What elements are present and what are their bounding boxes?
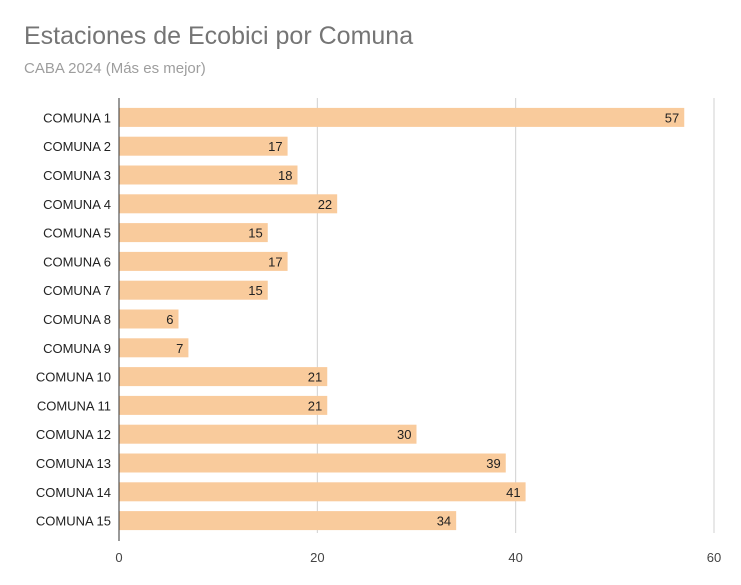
chart-title: Estaciones de Ecobici por Comuna [24, 22, 414, 50]
data-label: 7 [176, 341, 183, 356]
data-label: 39 [486, 456, 500, 471]
category-label: COMUNA 10 [36, 370, 111, 385]
chart-subtitle: CABA 2024 (Más es mejor) [24, 60, 206, 77]
data-label: 21 [308, 398, 322, 413]
bar [119, 367, 328, 387]
category-label: COMUNA 4 [43, 197, 111, 212]
category-label: COMUNA 13 [36, 456, 111, 471]
x-tick-label: 60 [707, 550, 721, 565]
x-tick-label: 40 [508, 550, 522, 565]
bar [119, 280, 268, 300]
category-label: COMUNA 15 [36, 514, 111, 529]
category-label: COMUNA 1 [43, 110, 111, 125]
data-label: 21 [308, 370, 322, 385]
category-label: COMUNA 5 [43, 226, 111, 241]
category-label: COMUNA 11 [37, 398, 111, 413]
bar [119, 194, 338, 214]
bar [119, 136, 288, 156]
x-tick-label: 0 [115, 550, 122, 565]
data-label: 34 [437, 514, 451, 529]
data-label: 15 [248, 226, 262, 241]
data-label: 30 [397, 427, 411, 442]
category-label: COMUNA 12 [36, 427, 111, 442]
bar [119, 338, 189, 358]
data-label: 41 [506, 485, 520, 500]
bar [119, 223, 268, 243]
bars: 57 17 18 22 15 17 15 67 21 21 30 39 41 34 [119, 107, 685, 531]
data-label: 17 [268, 139, 282, 154]
bar [119, 251, 288, 271]
bar [119, 165, 298, 185]
bar [119, 395, 328, 415]
bar [119, 107, 685, 127]
category-label: COMUNA 14 [36, 485, 111, 500]
data-label: 6 [166, 312, 173, 327]
bar [119, 309, 179, 329]
data-label: 15 [248, 283, 262, 298]
data-label: 17 [268, 254, 282, 269]
category-label: COMUNA 7 [43, 283, 111, 298]
category-label: COMUNA 8 [43, 312, 111, 327]
bar [119, 424, 417, 444]
x-tick-label: 20 [310, 550, 324, 565]
bar [119, 511, 457, 531]
bar [119, 453, 506, 473]
category-label: COMUNA 9 [43, 341, 111, 356]
data-label: 22 [318, 197, 332, 212]
category-label: COMUNA 3 [43, 168, 111, 183]
category-labels: COMUNA 1 COMUNA 2 COMUNA 3 COMUNA 4 COMUNA 5… [36, 110, 111, 528]
x-tick-labels: 0 20 40 60 [115, 550, 721, 565]
category-label: COMUNA 2 [43, 139, 111, 154]
data-label: 18 [278, 168, 292, 183]
bar [119, 482, 526, 502]
category-label: COMUNA 6 [43, 254, 111, 269]
data-label: 57 [665, 110, 679, 125]
